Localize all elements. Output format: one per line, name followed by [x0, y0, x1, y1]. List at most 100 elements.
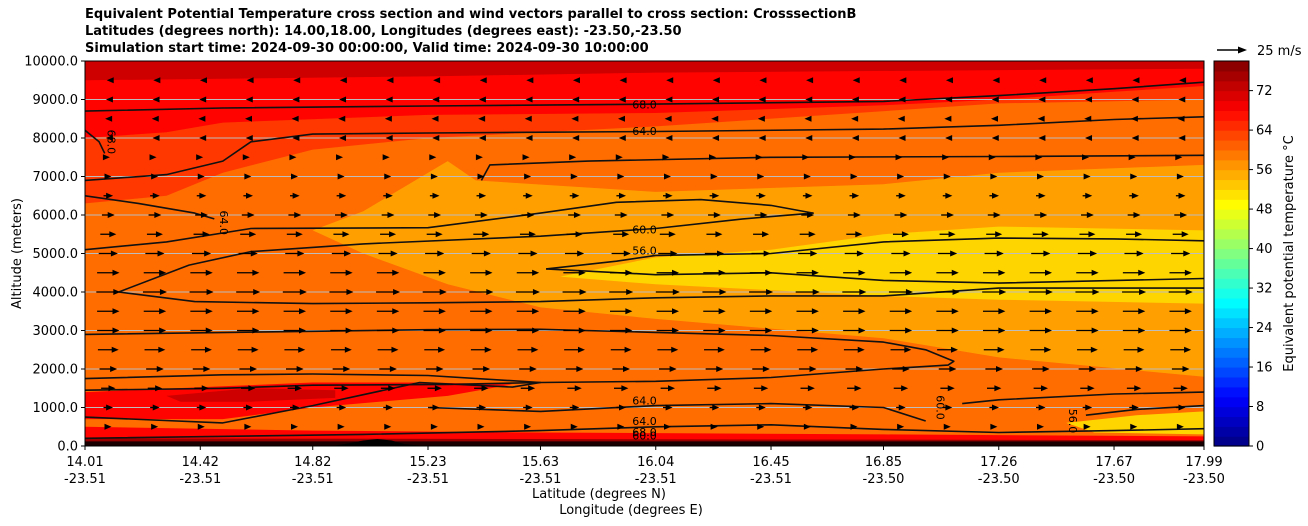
wind-arrowhead: [624, 346, 632, 353]
wind-arrowhead: [672, 289, 680, 295]
wind-arrowhead: [200, 212, 208, 218]
wind-arrowhead: [901, 385, 909, 392]
wind-vector: [377, 346, 399, 353]
wind-vector: [1122, 289, 1147, 295]
wind-arrowhead: [429, 154, 437, 161]
wind-vector: [195, 212, 208, 218]
wind-arrowhead: [106, 77, 114, 84]
wind-arrowhead: [665, 135, 673, 141]
wind-arrowhead: [104, 423, 112, 430]
wind-arrowhead: [668, 385, 676, 392]
wind-vector: [1171, 366, 1190, 372]
wind-arrowhead: [337, 173, 345, 180]
wind-vector: [936, 327, 959, 334]
wind-arrowhead: [578, 327, 586, 334]
wind-arrowhead: [292, 135, 300, 141]
wind-vector: [193, 231, 210, 238]
wind-arrowhead: [389, 366, 397, 372]
x-tick-lon-label: -23.51: [292, 472, 334, 487]
wind-arrowhead: [1089, 366, 1097, 372]
wind-vector: [422, 289, 447, 295]
wind-arrowhead: [532, 269, 540, 276]
wind-arrowhead: [620, 212, 628, 218]
wind-arrowhead: [1035, 154, 1043, 161]
wind-vector: [1084, 115, 1092, 122]
x-axis-label-lon: Longitude (degrees E): [559, 503, 703, 518]
colorbar-segment: [1214, 376, 1249, 388]
wind-vector: [196, 404, 207, 411]
wind-arrowhead: [1135, 366, 1143, 372]
wind-arrowhead: [252, 327, 260, 334]
wind-arrowhead: [710, 173, 718, 180]
wind-vector: [843, 269, 866, 276]
wind-vector: [1035, 154, 1043, 161]
wind-arrowhead: [110, 250, 118, 257]
colorbar-segment: [1214, 337, 1249, 348]
wind-arrowhead: [524, 173, 532, 180]
wind-vector: [147, 385, 163, 392]
wind-vector: [898, 135, 906, 141]
wind-arrowhead: [1083, 423, 1091, 430]
wind-arrowhead: [572, 192, 580, 199]
y-tick-label: 3000.0: [33, 324, 79, 339]
wind-arrowhead: [528, 231, 536, 238]
wind-arrowhead: [202, 231, 210, 238]
wind-vector: [286, 366, 304, 372]
wind-arrowhead: [392, 269, 400, 276]
wind-arrowhead: [387, 212, 395, 218]
contour-line-60: [480, 154, 1204, 181]
wind-vector: [1085, 96, 1093, 103]
colorbar-segment: [1214, 70, 1249, 82]
wind-vector: [104, 173, 112, 180]
wind-vector: [1129, 192, 1139, 199]
wind-vector: [99, 366, 118, 372]
wind-arrowhead: [1038, 135, 1046, 141]
wind-arrowhead: [899, 77, 907, 84]
wind-arrowhead: [102, 154, 110, 161]
wind-arrowhead: [111, 346, 119, 353]
wind-arrowhead: [857, 346, 865, 353]
wind-arrowhead: [569, 154, 577, 161]
wind-vector: [843, 346, 865, 353]
wind-vector: [430, 173, 438, 180]
wind-arrowhead: [757, 173, 765, 180]
wind-vector: [517, 346, 539, 353]
wind-arrowhead: [618, 135, 626, 141]
wind-vector: [796, 327, 819, 334]
wind-arrowhead: [291, 173, 299, 180]
wind-vector: [749, 327, 773, 334]
wind-arrowhead: [382, 154, 390, 161]
wind-vector: [1170, 346, 1192, 353]
wind-vector: [469, 289, 494, 295]
wind-vector: [382, 154, 390, 161]
wind-vector: [479, 77, 487, 84]
wind-vector: [191, 346, 212, 353]
wind-arrowhead: [711, 115, 719, 122]
wind-arrowhead: [1131, 96, 1139, 103]
wind-vector: [851, 135, 859, 141]
y-tick-label: 4000.0: [33, 286, 79, 301]
wind-vector: [97, 346, 119, 353]
wind-arrowhead: [343, 366, 351, 372]
wind-vector: [1029, 327, 1053, 334]
wind-arrowhead: [942, 154, 950, 161]
wind-vector: [850, 423, 858, 430]
wind-arrowhead: [718, 269, 726, 276]
wind-vector: [991, 96, 999, 103]
wind-vector: [992, 77, 1000, 84]
wind-vector: [477, 173, 485, 180]
wind-vector: [572, 96, 580, 103]
wind-arrowhead: [432, 96, 440, 103]
wind-arrowhead: [1090, 250, 1098, 257]
wind-vector: [610, 346, 632, 353]
x-tick-lat-label: 15.23: [409, 455, 446, 470]
wind-vector: [612, 366, 630, 372]
wind-arrowhead: [478, 96, 486, 103]
wind-vector: [285, 250, 305, 257]
wind-vector: [936, 269, 959, 276]
wind-arrowhead: [392, 308, 400, 315]
wind-vector: [990, 115, 998, 122]
wind-vector: [244, 173, 252, 180]
wind-vector: [152, 96, 160, 103]
wind-vector: [899, 77, 907, 84]
